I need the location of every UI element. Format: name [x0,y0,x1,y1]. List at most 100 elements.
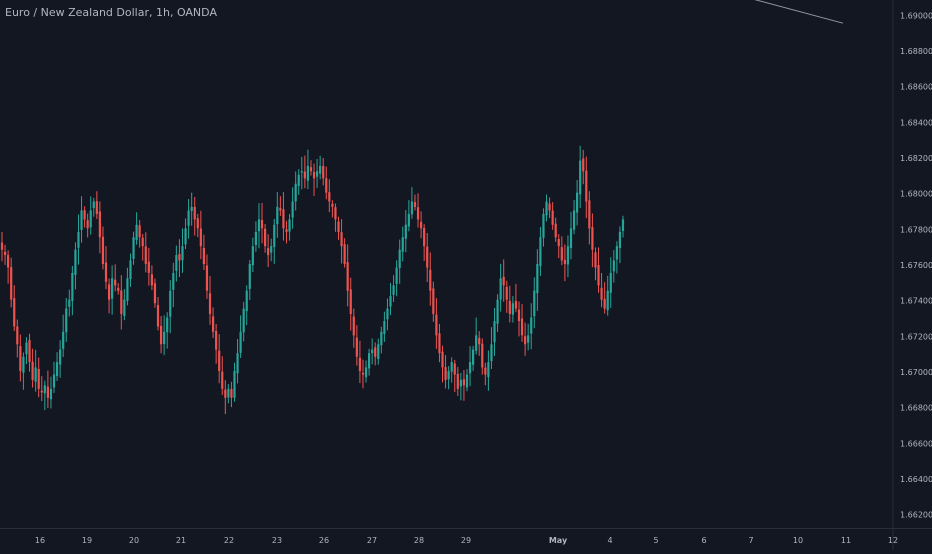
candle-body [560,247,563,261]
candle-body [55,362,59,377]
candle-body [383,321,386,334]
candle-body [478,337,481,345]
candle-body [612,260,615,272]
candle-body [367,353,371,369]
candle-body [62,331,65,349]
price-tick-label: 1.68800 [900,47,932,56]
candle-body [392,285,395,295]
candle-body [438,333,441,354]
candle-body [364,367,368,378]
candle-body [101,236,105,264]
candle-body [582,158,585,172]
candle-body [202,248,206,264]
candle-body [401,237,404,252]
candle-body [0,242,4,250]
candle-body [263,228,267,247]
candle-body [74,249,77,275]
candle-body [340,232,343,247]
candle-body [426,246,429,268]
candle-body [98,211,101,238]
candle-body [621,219,625,231]
candle-body [254,231,258,245]
candle-body [517,309,521,322]
candle-body [511,303,514,315]
candle-body [322,165,325,179]
candle-body [545,201,548,216]
price-tick-label: 1.68600 [900,83,932,92]
candle-body [150,274,153,286]
candle-body [563,259,566,264]
candle-body [306,165,310,181]
candle-body [548,203,551,211]
time-tick-label: 26 [319,536,329,545]
candle-body [309,167,313,172]
candle-body [499,278,502,300]
candle-body [435,314,438,336]
candle-body [19,346,22,372]
candle-body [16,326,19,345]
candle-body [319,165,322,174]
candle-body [92,201,95,209]
candle-body [358,357,362,372]
candle-body [423,228,426,247]
candle-body [233,371,236,398]
candle-body [52,374,56,388]
candle-body [132,237,135,259]
candle-body [107,284,111,300]
price-tick-label: 1.67800 [900,225,932,234]
candle-body [444,367,447,380]
candle-body [380,331,383,346]
time-tick-label: 7 [748,536,753,545]
time-tick-label: 29 [461,536,471,545]
candle-body [579,160,582,195]
price-tick-label: 1.67200 [900,332,932,341]
candle-body [83,210,86,220]
candle-body [126,278,129,301]
price-tick-label: 1.66400 [900,475,932,484]
candle-body [49,388,53,400]
candle-body [533,290,536,317]
candle-body [129,260,132,280]
candle-body [536,264,539,294]
candle-body [557,239,560,247]
candle-body [496,299,499,324]
candle-body [163,331,166,345]
candle-body [242,308,245,333]
candle-body [386,308,389,320]
candle-body [588,200,591,229]
candle-body [453,363,456,375]
candle-body [618,231,622,248]
candle-body [410,201,414,215]
candle-body [276,206,279,225]
candle-body [273,224,276,248]
candle-body [407,214,410,227]
candle-body [600,287,603,300]
candle-body [135,224,138,240]
candle-body [472,349,475,365]
candle-body [68,299,71,307]
candle-body [291,201,294,218]
candle-body [111,278,114,299]
price-tick-label: 1.66800 [900,404,932,413]
candle-body [551,210,554,225]
candle-body [43,385,46,394]
candle-body [490,344,493,362]
candle-body [270,246,273,253]
candle-body [481,343,484,368]
candle-body [395,267,398,284]
candle-body [25,342,28,355]
candle-body [337,221,340,232]
candle-body [230,388,233,398]
candle-body [221,371,224,389]
candle-body [211,316,215,332]
candle-body [282,209,285,229]
candle-body [172,272,175,290]
price-tick-label: 1.67400 [900,297,932,306]
candle-body [456,373,459,389]
candle-body [218,350,221,372]
candle-body [349,289,352,314]
candle-body [441,351,444,368]
candle-body [462,379,466,386]
